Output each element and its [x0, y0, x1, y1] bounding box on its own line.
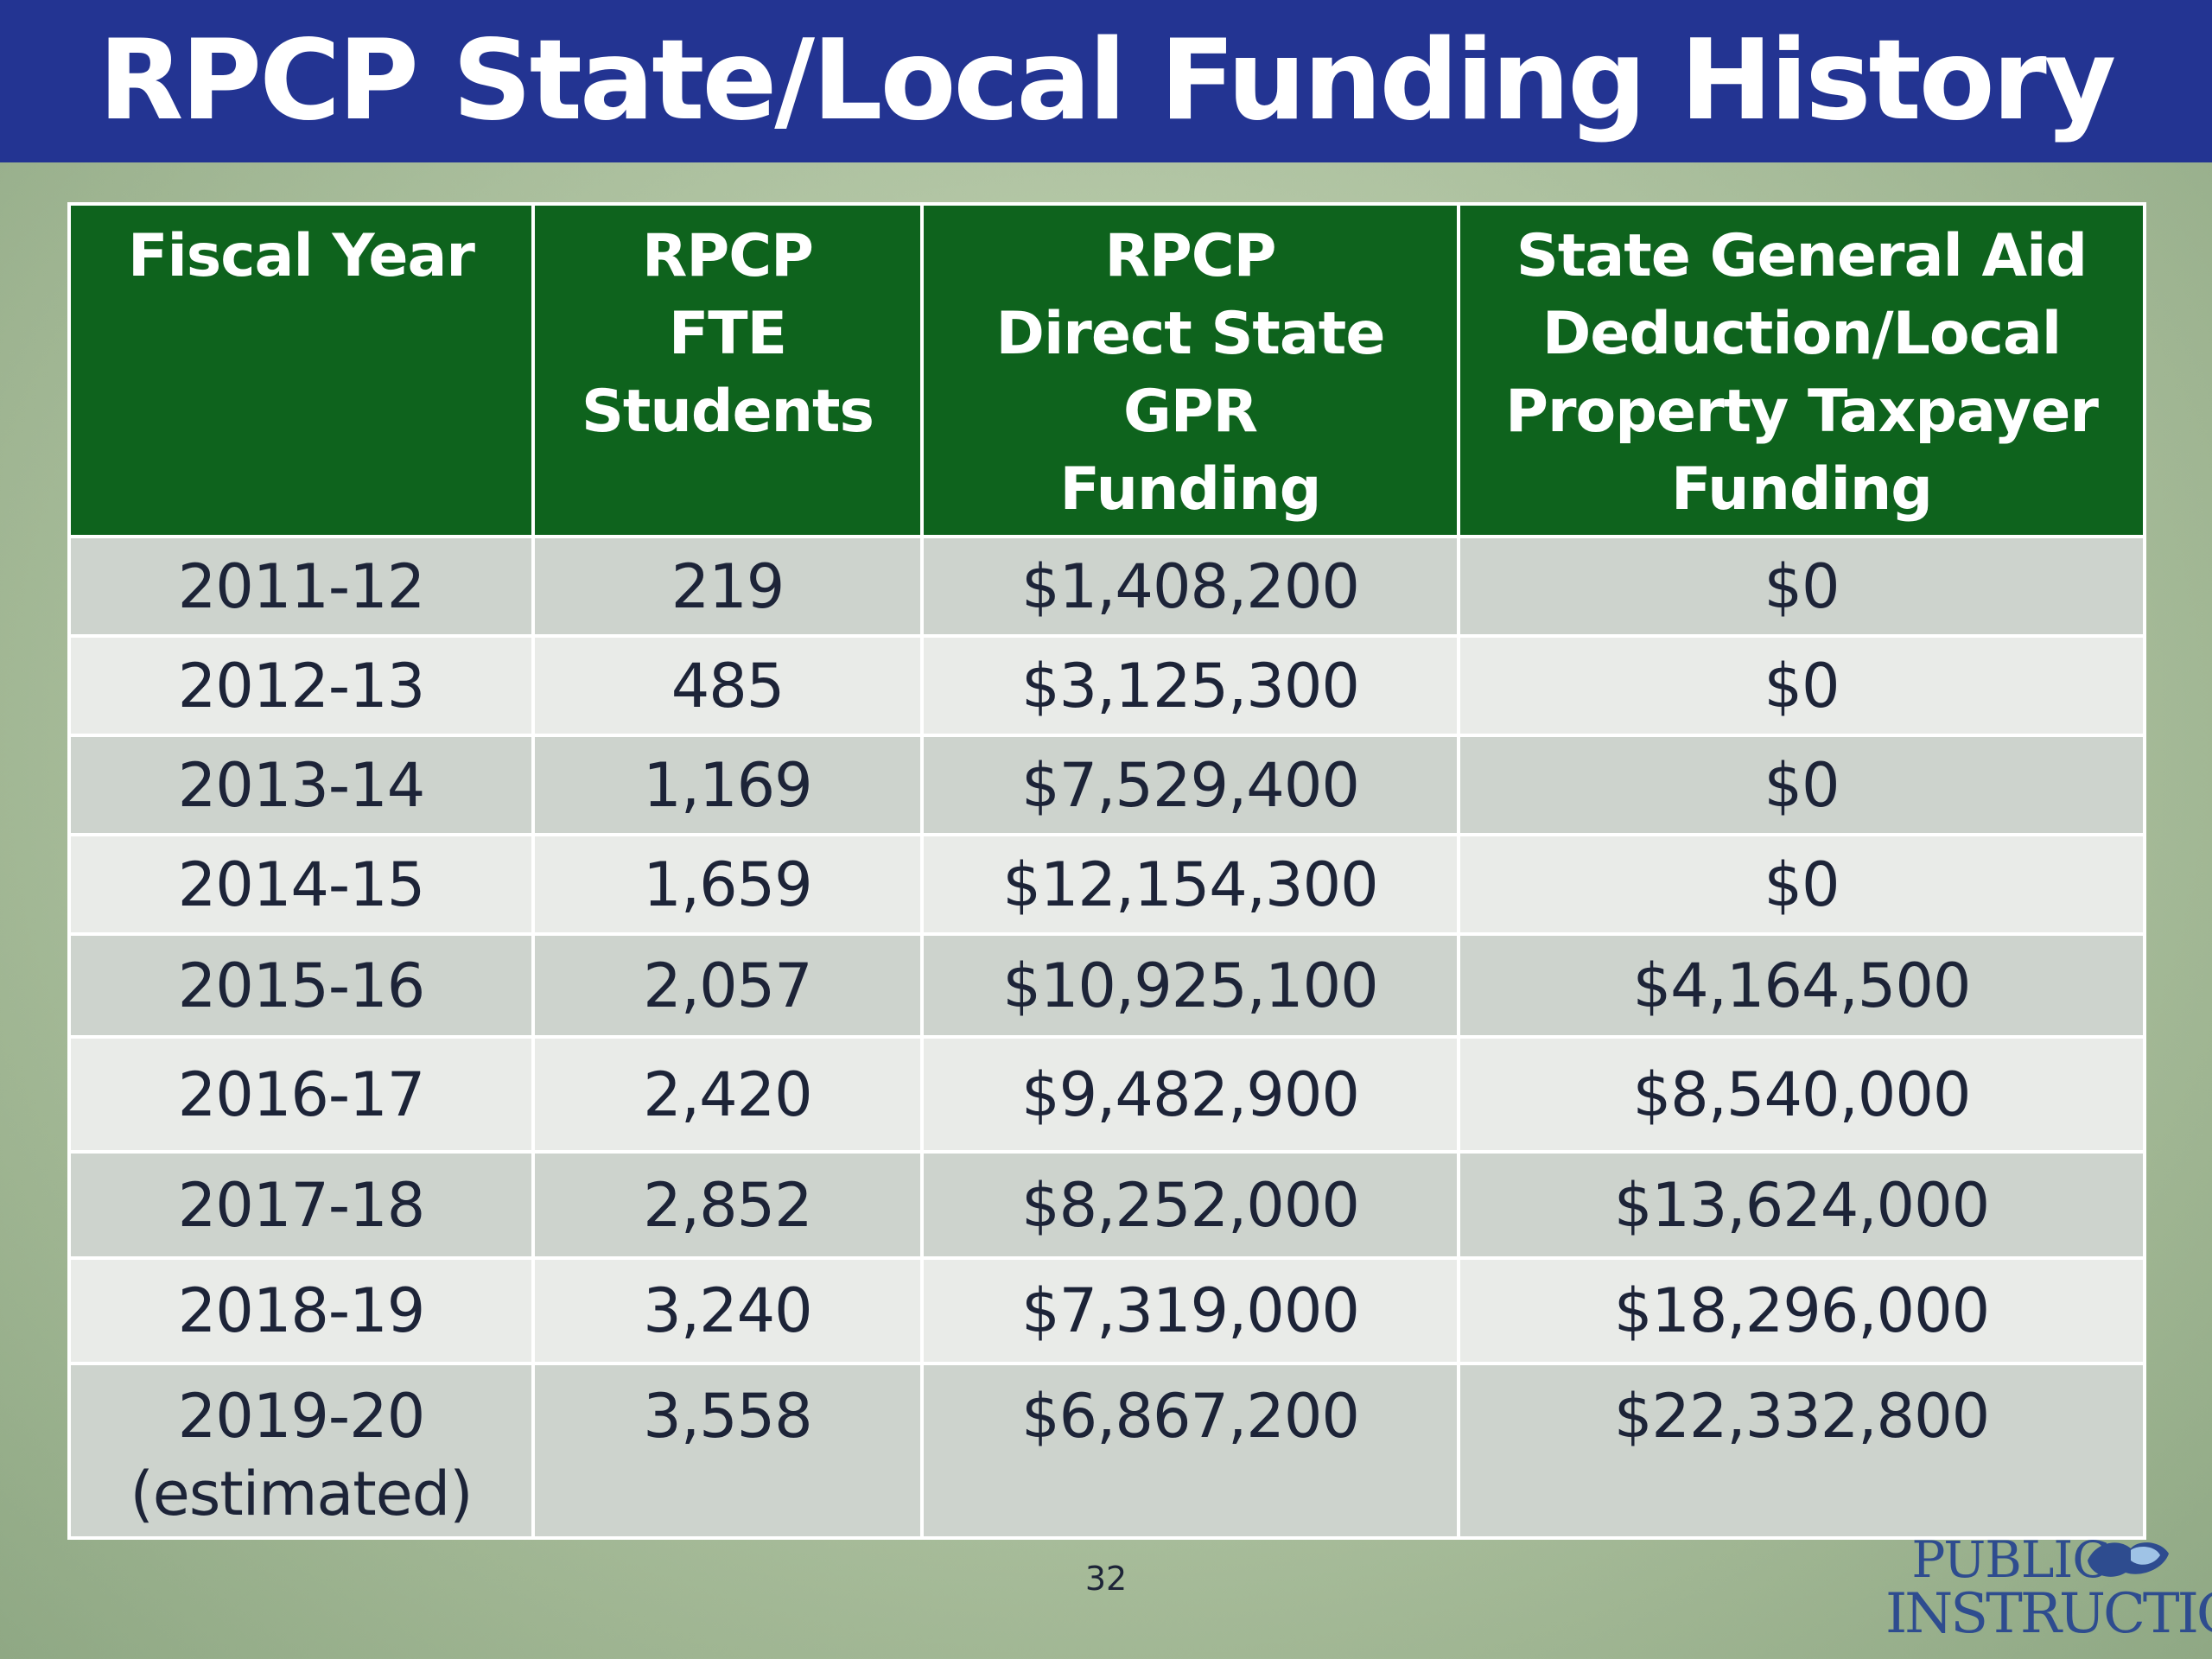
table-row: 2014-15 1,659 $12,154,300 $0: [67, 833, 2146, 936]
cell-local-funding: $0: [1457, 734, 2146, 836]
cell-local-funding: $0: [1457, 833, 2146, 936]
cell-fiscal-year: 2016-17: [67, 1035, 535, 1154]
header-line: FTE: [668, 300, 787, 368]
cell-fiscal-year: 2012-13: [67, 634, 535, 737]
table-row: 2015-16 2,057 $10,925,100 $4,164,500: [67, 932, 2146, 1039]
cell-fte: 1,659: [531, 833, 924, 936]
cell-local-funding: $0: [1457, 535, 2146, 638]
cell-fiscal-year: 2017-18: [67, 1150, 535, 1260]
wisconsin-state-icon: [2088, 1542, 2169, 1577]
cell-local-funding: $13,624,000: [1457, 1150, 2146, 1260]
table-row: 2013-14 1,169 $7,529,400 $0: [67, 734, 2146, 836]
cell-fiscal-year: 2013-14: [67, 734, 535, 836]
cell-text: 2012-13: [177, 650, 425, 721]
cell-gpr-funding: $7,529,400: [920, 734, 1460, 836]
header-line: Students: [581, 378, 874, 446]
cell-fte: 1,169: [531, 734, 924, 836]
header-fte-students: RPCP FTE Students: [531, 202, 924, 538]
cell-text: 2019-20: [177, 1381, 425, 1452]
header-direct-state-gpr-funding: RPCP Direct State GPR Funding: [920, 202, 1460, 538]
header-line: Direct State GPR: [995, 300, 1386, 446]
logo-text-instruction: INSTRUCTION: [1885, 1582, 2212, 1646]
table-row: 2017-18 2,852 $8,252,000 $13,624,000: [67, 1150, 2146, 1260]
cell-gpr-funding: $6,867,200: [920, 1362, 1460, 1540]
cell-local-funding: $0: [1457, 634, 2146, 737]
cell-fte: 485: [531, 634, 924, 737]
cell-text: 2014-15: [177, 849, 425, 920]
header-line: Property Taxpayer: [1505, 378, 2099, 446]
cell-gpr-funding: $1,408,200: [920, 535, 1460, 638]
cell-gpr-funding: $3,125,300: [920, 634, 1460, 737]
cell-local-funding: $22,332,800: [1457, 1362, 2146, 1540]
cell-fiscal-year: 2018-19: [67, 1256, 535, 1365]
cell-fiscal-year: 2015-16: [67, 932, 535, 1039]
cell-local-funding: $8,540,000: [1457, 1035, 2146, 1154]
table-row: 2012-13 485 $3,125,300 $0: [67, 634, 2146, 737]
logo-text-public: PUBLIC: [1911, 1530, 2110, 1589]
header-fiscal-year: Fiscal Year: [67, 202, 535, 538]
cell-gpr-funding: $7,319,000: [920, 1256, 1460, 1365]
cell-text: 2011-12: [177, 550, 425, 622]
cell-text: 2018-19: [177, 1275, 425, 1346]
slide-title: RPCP State/Local Funding History: [98, 16, 2116, 145]
table-row: 2011-12 219 $1,408,200 $0: [67, 535, 2146, 638]
table-row: 2019-20 (estimated) 3,558 $6,867,200 $22…: [67, 1362, 2146, 1540]
cell-text-estimated-note: (estimated): [130, 1459, 473, 1529]
cell-text: 2015-16: [177, 950, 425, 1021]
header-local-property-taxpayer-funding: State General Aid Deduction/Local Proper…: [1457, 202, 2146, 538]
table-row: 2018-19 3,240 $7,319,000 $18,296,000: [67, 1256, 2146, 1365]
cell-fte: 2,420: [531, 1035, 924, 1154]
funding-table-container: Fiscal Year RPCP FTE Students RPCP Direc…: [67, 202, 2146, 1540]
cell-fte: 219: [531, 535, 924, 638]
title-bar: RPCP State/Local Funding History: [0, 0, 2212, 162]
cell-fte: 2,852: [531, 1150, 924, 1260]
table-row: 2016-17 2,420 $9,482,900 $8,540,000: [67, 1035, 2146, 1154]
dpi-logo: PUBLIC INSTRUCTION: [1885, 1531, 2212, 1646]
header-line: Deduction/Local: [1541, 300, 2062, 368]
cell-fte: 3,558: [531, 1362, 924, 1540]
funding-history-table: Fiscal Year RPCP FTE Students RPCP Direc…: [67, 202, 2146, 1540]
cell-fiscal-year: 2014-15: [67, 833, 535, 936]
header-line: Fiscal Year: [128, 222, 475, 290]
cell-fte: 3,240: [531, 1256, 924, 1365]
cell-gpr-funding: $12,154,300: [920, 833, 1460, 936]
header-line: RPCP: [642, 222, 814, 290]
cell-gpr-funding: $10,925,100: [920, 932, 1460, 1039]
cell-gpr-funding: $9,482,900: [920, 1035, 1460, 1154]
cell-fiscal-year: 2011-12: [67, 535, 535, 638]
header-line: Funding: [1671, 455, 1933, 524]
cell-local-funding: $18,296,000: [1457, 1256, 2146, 1365]
cell-text: 2013-14: [177, 749, 425, 821]
cell-fiscal-year: 2019-20 (estimated): [67, 1362, 535, 1540]
cell-fte: 2,057: [531, 932, 924, 1039]
cell-local-funding: $4,164,500: [1457, 932, 2146, 1039]
cell-text: 2017-18: [177, 1169, 425, 1241]
header-line: Funding: [1059, 455, 1322, 524]
page-number: 32: [1084, 1560, 1128, 1598]
cell-gpr-funding: $8,252,000: [920, 1150, 1460, 1260]
header-line: RPCP: [1104, 222, 1277, 290]
table-header-row: Fiscal Year RPCP FTE Students RPCP Direc…: [67, 202, 2146, 538]
cell-text: 2016-17: [177, 1058, 425, 1130]
header-line: State General Aid: [1516, 222, 2088, 290]
